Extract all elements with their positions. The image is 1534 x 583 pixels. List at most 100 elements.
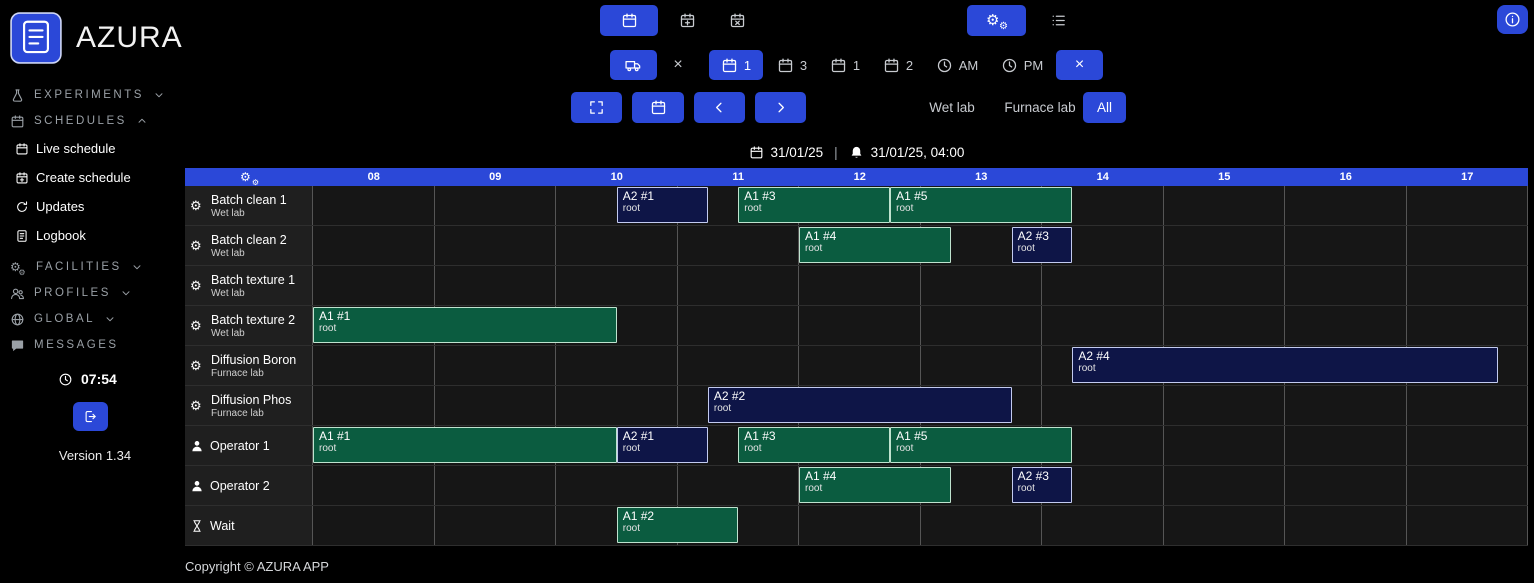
task-bar[interactable]: A1 #2 root <box>616 507 739 543</box>
grid-cell <box>1042 386 1164 425</box>
row-label-batch-texture-2[interactable]: ⚙ Batch texture 2 Wet lab <box>185 306 313 345</box>
row-name: Operator 1 <box>210 438 270 453</box>
prev-button[interactable] <box>694 92 745 123</box>
gear-icon: ⚙ <box>190 358 202 373</box>
grid-cell <box>1164 186 1285 225</box>
grid-cell <box>556 306 678 345</box>
task-bar[interactable]: A1 #1 root <box>313 427 617 463</box>
clock-time: 07:54 <box>81 371 117 387</box>
sidebar-item-messages[interactable]: MESSAGES <box>10 332 185 358</box>
calendar-view-button[interactable] <box>600 5 658 36</box>
row-label-operator-2[interactable]: Operator 2 <box>185 466 313 505</box>
version-label: Version 1.34 <box>58 448 132 463</box>
grid-cell <box>678 466 799 505</box>
list-view-button[interactable] <box>1040 5 1076 36</box>
sidebar-item-profiles[interactable]: PROFILES <box>10 280 185 306</box>
row-label-operator-1[interactable]: Operator 1 <box>185 426 313 465</box>
grid-cell <box>1285 266 1407 305</box>
app-logo[interactable]: AZURA <box>10 8 185 68</box>
task-bar[interactable]: A1 #3 root <box>738 187 891 223</box>
transport-filter-button[interactable] <box>610 50 657 80</box>
task-bar[interactable]: A1 #4 root <box>799 227 951 263</box>
task-sub: root <box>622 443 640 454</box>
row-label-batch-clean-1[interactable]: ⚙ Batch clean 1 Wet lab <box>185 186 313 225</box>
hour-label: 15 <box>1218 171 1231 183</box>
grid-cell <box>678 226 799 265</box>
task-bar[interactable]: A2 #1 root <box>616 187 708 223</box>
lab-filter-furnace-lab[interactable]: Furnace lab <box>996 92 1084 123</box>
grid-header: ⚙ ⚙ 08 09 10 11 12 13 14 15 16 17 <box>185 168 1528 187</box>
info-button[interactable] <box>1497 5 1528 34</box>
today-button[interactable] <box>632 92 684 123</box>
grid-cell <box>1042 226 1164 265</box>
row-label-diffusion-phos[interactable]: ⚙ Diffusion Phos Furnace lab <box>185 386 313 425</box>
grid-cell <box>435 506 556 545</box>
sidebar-nav: EXPERIMENTS SCHEDULES Live schedule Crea… <box>10 82 185 358</box>
chat-icon <box>10 338 25 353</box>
task-bar[interactable]: A2 #3 root <box>1011 467 1073 503</box>
sidebar-item-live-schedule[interactable]: Live schedule <box>10 134 185 163</box>
task-bar[interactable]: A2 #3 root <box>1011 227 1073 263</box>
task-bar[interactable]: A2 #1 root <box>616 427 708 463</box>
close-filters-button[interactable]: × <box>1056 50 1103 80</box>
sidebar-item-label: Create schedule <box>36 170 131 185</box>
task-bar[interactable]: A1 #3 root <box>738 427 891 463</box>
day-filter-button-1b[interactable]: 1 <box>823 50 867 80</box>
row-name: Batch clean 2 <box>211 232 287 247</box>
day-filter-label: 2 <box>905 57 914 73</box>
grid-cell <box>313 186 435 225</box>
current-date: 31/01/25 <box>770 144 824 160</box>
task-bar[interactable]: A1 #5 root <box>890 187 1073 223</box>
calendar-remove-button[interactable] <box>721 5 753 36</box>
row-label-wait[interactable]: Wait <box>185 506 313 545</box>
grid-cell <box>1285 466 1407 505</box>
task-bar[interactable]: A1 #5 root <box>890 427 1073 463</box>
chevron-down-icon <box>120 287 132 299</box>
calendar-icon <box>15 142 29 156</box>
sidebar-item-facilities[interactable]: ⚙ ⚙ FACILITIES <box>10 254 185 280</box>
lab-filter-all[interactable]: All <box>1083 92 1126 123</box>
task-bar[interactable]: A1 #4 root <box>799 467 951 503</box>
sidebar-item-label: EXPERIMENTS <box>34 89 144 101</box>
sidebar-item-schedules[interactable]: SCHEDULES <box>10 108 185 134</box>
task-bar[interactable]: A1 #1 root <box>313 307 617 343</box>
grid-cell <box>1285 506 1407 545</box>
row-label-batch-clean-2[interactable]: ⚙ Batch clean 2 Wet lab <box>185 226 313 265</box>
row-timeline <box>313 266 1528 305</box>
day-filter-button-1[interactable]: 1 <box>709 50 763 80</box>
resources-view-button[interactable]: ⚙ ⚙ <box>967 5 1026 36</box>
sidebar-item-create-schedule[interactable]: Create schedule <box>10 163 185 192</box>
sidebar-item-label: MESSAGES <box>34 339 119 351</box>
row-label-diffusion-boron[interactable]: ⚙ Diffusion Boron Furnace lab <box>185 346 313 385</box>
sidebar-item-experiments[interactable]: EXPERIMENTS <box>10 82 185 108</box>
bell-icon <box>849 145 864 160</box>
am-filter-button[interactable]: AM <box>929 50 985 80</box>
lab-filter-wet-lab[interactable]: Wet lab <box>916 92 988 123</box>
gears-icon: ⚙ ⚙ <box>986 12 1008 32</box>
grid-cell <box>1164 386 1285 425</box>
sidebar: AZURA EXPERIMENTS SCHEDULES Live schedul… <box>0 0 185 583</box>
gear-icon: ⚙ <box>190 398 202 413</box>
schedule-row: Operator 2 A1 #4 root A2 #3 root <box>185 466 1528 506</box>
row-label-batch-texture-1[interactable]: ⚙ Batch texture 1 Wet lab <box>185 266 313 305</box>
fullscreen-button[interactable] <box>571 92 622 123</box>
clear-filter-button[interactable]: × <box>664 50 692 80</box>
day-filter-button-3[interactable]: 3 <box>770 50 814 80</box>
logout-button[interactable] <box>73 402 108 431</box>
sidebar-item-logbook[interactable]: Logbook <box>10 221 185 250</box>
close-icon: × <box>673 56 683 73</box>
chevron-down-icon <box>153 89 165 101</box>
sidebar-item-updates[interactable]: Updates <box>10 192 185 221</box>
next-button[interactable] <box>755 92 806 123</box>
globe-icon <box>10 312 25 327</box>
chevron-left-icon <box>711 99 728 116</box>
task-bar[interactable]: A2 #2 root <box>707 387 1012 423</box>
grid-cell <box>799 506 921 545</box>
day-filter-button-2[interactable]: 2 <box>876 50 920 80</box>
grid-cell <box>799 306 921 345</box>
task-label: A1 #5 <box>896 189 928 203</box>
calendar-add-button[interactable] <box>671 5 703 36</box>
pm-filter-button[interactable]: PM <box>995 50 1049 80</box>
sidebar-item-global[interactable]: GLOBAL <box>10 306 185 332</box>
task-bar[interactable]: A2 #4 root <box>1072 347 1498 383</box>
